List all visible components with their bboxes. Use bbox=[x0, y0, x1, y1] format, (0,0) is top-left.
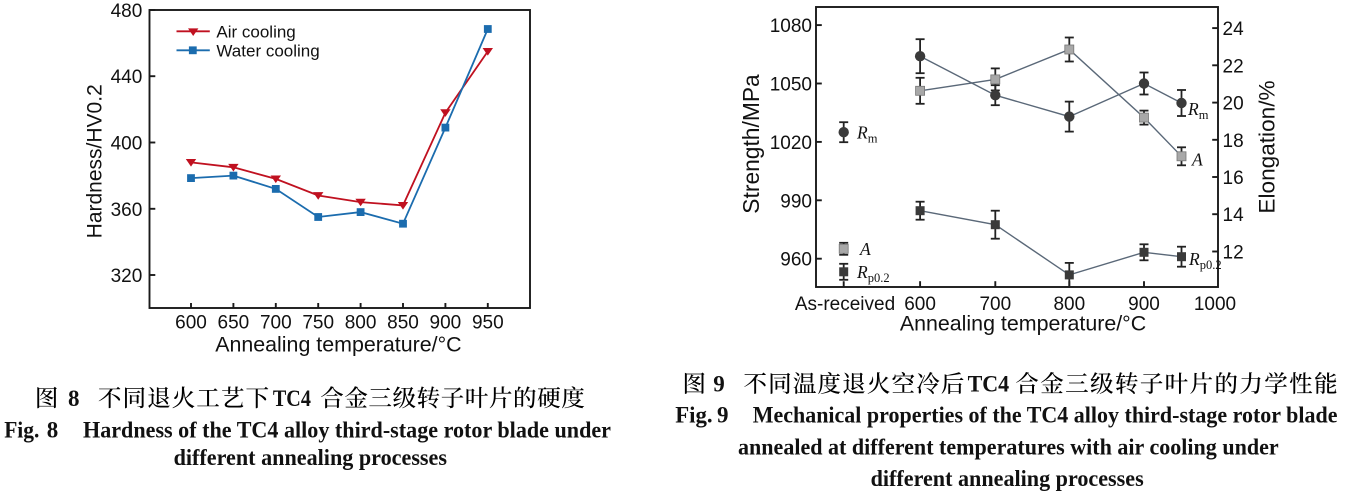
svg-text:8: 8 bbox=[47, 418, 59, 443]
svg-text:800: 800 bbox=[345, 313, 377, 334]
svg-text:1000: 1000 bbox=[1194, 294, 1236, 315]
svg-text:850: 850 bbox=[387, 313, 419, 334]
svg-text:different annealing processes: different annealing processes bbox=[174, 445, 447, 470]
svg-text:1080: 1080 bbox=[770, 16, 812, 37]
svg-text:Elongation/%: Elongation/% bbox=[1255, 80, 1280, 213]
svg-text:800: 800 bbox=[1053, 294, 1085, 315]
svg-text:14: 14 bbox=[1223, 205, 1245, 226]
svg-text:440: 440 bbox=[111, 67, 143, 88]
svg-text:600: 600 bbox=[175, 313, 207, 334]
svg-text:20: 20 bbox=[1223, 94, 1244, 115]
svg-text:8: 8 bbox=[68, 386, 80, 411]
svg-text:990: 990 bbox=[780, 191, 812, 212]
svg-text:Hardness of the TC4 alloy thir: Hardness of the TC4 alloy third-stage ro… bbox=[83, 418, 611, 443]
svg-text:annealed at different temperat: annealed at different temperatures with … bbox=[738, 435, 1279, 460]
svg-text:As-received: As-received bbox=[795, 294, 895, 315]
svg-text:Fig.: Fig. bbox=[675, 403, 712, 428]
svg-text:900: 900 bbox=[430, 313, 462, 334]
svg-text:Water cooling: Water cooling bbox=[216, 41, 319, 60]
svg-text:A: A bbox=[1191, 150, 1203, 170]
svg-text:320: 320 bbox=[111, 266, 143, 287]
svg-text:1050: 1050 bbox=[770, 75, 812, 96]
svg-text:750: 750 bbox=[302, 313, 334, 334]
svg-text:12: 12 bbox=[1223, 243, 1244, 264]
svg-text:24: 24 bbox=[1223, 19, 1245, 40]
svg-text:18: 18 bbox=[1223, 131, 1244, 152]
svg-text:Rp0.2: Rp0.2 bbox=[856, 262, 890, 285]
svg-text:Annealing temperature/°C: Annealing temperature/°C bbox=[215, 332, 461, 356]
svg-text:Hardness/HV0.2: Hardness/HV0.2 bbox=[84, 84, 107, 238]
svg-text:360: 360 bbox=[111, 200, 143, 221]
svg-text:700: 700 bbox=[260, 313, 292, 334]
svg-text:960: 960 bbox=[780, 250, 812, 271]
svg-text:16: 16 bbox=[1223, 168, 1244, 189]
svg-text:Strength/MPa: Strength/MPa bbox=[738, 74, 764, 214]
svg-text:900: 900 bbox=[1128, 294, 1160, 315]
svg-text:650: 650 bbox=[218, 313, 250, 334]
svg-text:9: 9 bbox=[717, 403, 729, 428]
svg-text:Fig.: Fig. bbox=[4, 418, 39, 443]
svg-text:Rm: Rm bbox=[856, 123, 878, 146]
svg-text:Mechanical properties of the T: Mechanical properties of the TC4 alloy t… bbox=[753, 403, 1338, 428]
svg-text:1020: 1020 bbox=[770, 133, 812, 154]
svg-text:22: 22 bbox=[1223, 56, 1244, 77]
svg-text:700: 700 bbox=[979, 294, 1011, 315]
svg-text:Rm: Rm bbox=[1187, 99, 1209, 122]
svg-text:9: 9 bbox=[713, 372, 725, 397]
svg-text:Annealing temperature/°C: Annealing temperature/°C bbox=[900, 312, 1146, 336]
svg-text:400: 400 bbox=[111, 134, 143, 155]
svg-text:TC4: TC4 bbox=[273, 386, 311, 411]
svg-text:A: A bbox=[859, 239, 871, 259]
svg-text:TC4: TC4 bbox=[968, 372, 1010, 397]
svg-text:600: 600 bbox=[904, 294, 936, 315]
svg-text:different annealing processes: different annealing processes bbox=[871, 466, 1144, 491]
svg-text:950: 950 bbox=[472, 313, 504, 334]
svg-text:Air cooling: Air cooling bbox=[216, 22, 295, 41]
svg-text:480: 480 bbox=[111, 1, 143, 22]
